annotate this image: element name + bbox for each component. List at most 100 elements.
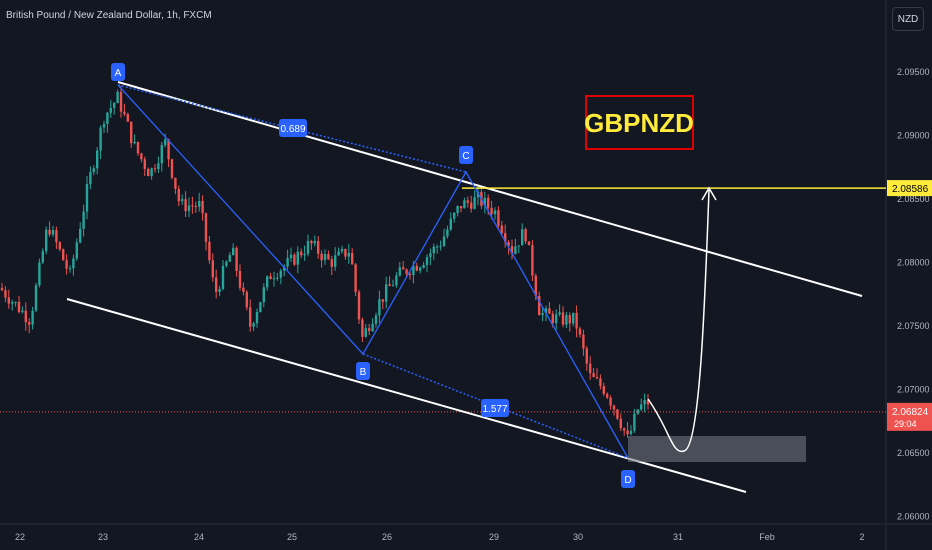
candle-body <box>595 377 599 379</box>
candle-body <box>388 284 391 286</box>
price-tick-label: 2.09500 <box>897 67 930 77</box>
ratio-label-ac[interactable]: 0.689 <box>279 119 307 137</box>
candle-body <box>119 91 123 112</box>
candle-body <box>221 265 225 290</box>
candle-body <box>0 287 4 291</box>
drawings[interactable]: A B C D 0.689 1.577 GBPNZD <box>0 63 886 493</box>
candle-body <box>602 386 605 394</box>
ratio-badge <box>279 119 307 137</box>
pattern-point-c[interactable]: C <box>459 146 473 164</box>
pattern-point-label: C <box>462 151 469 162</box>
candle-body <box>89 172 92 185</box>
candle-body <box>538 295 541 316</box>
pattern-point-badge <box>111 63 125 81</box>
candle-body <box>619 418 622 429</box>
symbol-label: GBPNZD <box>584 108 694 138</box>
candle-body <box>235 247 238 271</box>
pattern-point-badge <box>459 146 473 164</box>
candle-body <box>643 399 646 405</box>
channel-upper-line[interactable] <box>117 81 863 297</box>
candle-body <box>585 348 588 364</box>
candle-body <box>232 247 235 256</box>
projection-curve[interactable] <box>647 189 710 453</box>
time-tick-label: 31 <box>673 532 683 542</box>
candle-body <box>514 246 517 254</box>
candle-body <box>470 202 473 209</box>
symbol-label-box: GBPNZD <box>584 95 694 150</box>
candle-body <box>368 328 371 332</box>
candle-body <box>201 200 204 214</box>
candle-body <box>204 213 208 242</box>
candle-body <box>558 312 561 315</box>
candle-body <box>531 245 534 276</box>
price-axis[interactable]: 2.06000 2.06500 2.07000 2.07500 2.08000 2.085… <box>887 67 932 522</box>
resistance-price-tag: 2.08586 <box>887 180 932 197</box>
candle-body <box>126 114 129 122</box>
candle-body <box>419 267 422 271</box>
candle-body <box>646 399 650 405</box>
candle-body <box>62 249 65 261</box>
candle-body <box>242 287 245 292</box>
candle-body <box>544 308 548 314</box>
ratio-value: 0.689 <box>280 124 305 135</box>
ratio-label-bd[interactable]: 1.577 <box>481 399 509 417</box>
bar-countdown: 29:04 <box>894 419 917 429</box>
pattern-point-label: B <box>360 367 367 378</box>
candle-body <box>133 141 136 144</box>
candle-body <box>415 265 418 271</box>
candle-body <box>374 315 378 324</box>
candle-body <box>85 184 89 212</box>
price-tick-label: 2.09000 <box>897 131 930 141</box>
candle-body <box>398 267 401 276</box>
candle-body <box>17 302 21 313</box>
candle-body <box>269 276 272 280</box>
candle-body <box>279 270 282 278</box>
ratio-value: 1.577 <box>482 404 507 415</box>
candle-body <box>48 229 51 235</box>
candle-body <box>289 254 293 259</box>
candle-body <box>313 240 316 244</box>
candle-body <box>255 312 259 324</box>
candle-body <box>65 260 68 269</box>
time-axis[interactable]: 22 23 24 25 26 29 30 31 Feb 2 <box>15 532 865 542</box>
candle-body <box>395 275 398 286</box>
candle-body <box>272 278 276 280</box>
candle-body <box>245 291 248 308</box>
candle-body <box>102 123 106 128</box>
pattern-point-b[interactable]: B <box>356 362 370 380</box>
candle-body <box>364 328 367 337</box>
candle-body <box>633 413 636 431</box>
demand-zone-box[interactable] <box>628 436 806 462</box>
pattern-point-a[interactable]: A <box>111 63 125 81</box>
pattern-point-d[interactable]: D <box>621 470 635 488</box>
candle-body <box>310 240 313 244</box>
candle-body <box>371 323 374 332</box>
candle-body <box>143 159 146 169</box>
candle-body <box>354 264 357 292</box>
candle-body <box>425 257 429 265</box>
candle-body <box>238 270 242 288</box>
candle-body <box>555 314 558 324</box>
candle-body <box>385 284 388 302</box>
candle-body <box>381 299 384 302</box>
candle-body <box>296 251 299 265</box>
candle-body <box>31 310 34 325</box>
candle-body <box>283 266 286 271</box>
abcd-pattern-line[interactable] <box>117 84 629 459</box>
candle-body <box>616 409 619 419</box>
candle-body <box>521 229 524 246</box>
candle-body <box>640 404 643 410</box>
candle-body <box>293 254 296 265</box>
candle-body <box>194 205 197 207</box>
currency-button[interactable]: NZD <box>892 7 924 31</box>
candle-body <box>300 251 303 256</box>
candle-body <box>218 289 221 292</box>
candle-body <box>463 200 466 209</box>
time-tick-label: 2 <box>859 532 864 542</box>
candle-body <box>11 302 14 304</box>
candle-body <box>629 430 633 435</box>
candle-body <box>225 261 228 266</box>
